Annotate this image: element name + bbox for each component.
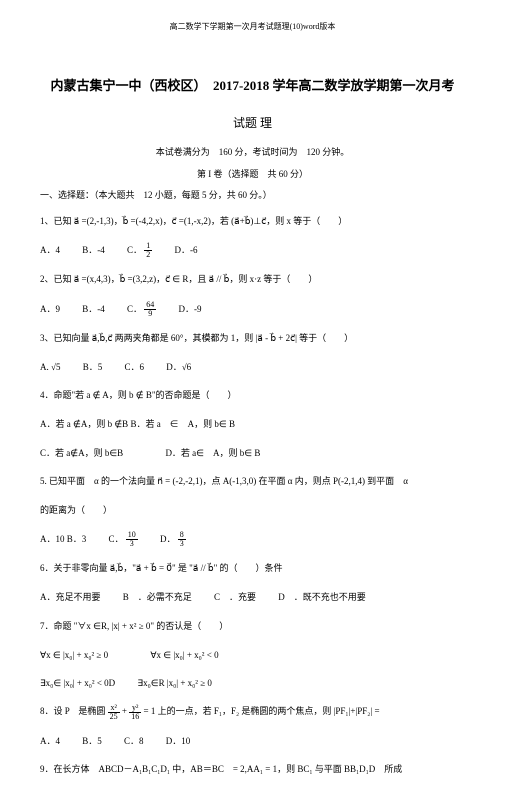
q1-opt-c-pre: C． <box>127 245 142 255</box>
page-header: 高二数学下学期第一次月考试题理(10)word版本 <box>40 20 465 34</box>
question-3: 3、已知向量 a⃗,b⃗,c⃗ 两两夹角都是 60°，其模都为 1，则 |a⃗ … <box>40 330 465 347</box>
q7-opt-d-2: |x₀| + x₀² ≥ 0 <box>167 678 212 688</box>
q3-opt-d: D．√6 <box>166 362 191 372</box>
q8-opt-d: D．10 <box>166 736 191 746</box>
q1-opt-b: B．-4 <box>82 245 105 255</box>
question-5-options: A．10 B．3 C． 103 D． 83 <box>40 531 465 548</box>
q2-opt-b: B．-4 <box>82 304 105 314</box>
q4-opt-d: D．若 a∈ A，则 b∈ B <box>165 448 260 458</box>
q7-opt-c-2: |x₀| + x₀² < 0D <box>63 678 115 688</box>
q2-opt-d: D．-9 <box>179 304 202 314</box>
q4-opt-a: A．若 a ∉A，则 b ∉B <box>40 419 128 429</box>
q7-opt-c-1: ∃x₀∈ <box>40 678 61 688</box>
question-1: 1、已知 a⃗ =(2,-1,3)，b⃗ =(-4,2,x)，c⃗ =(1,-x… <box>40 213 465 230</box>
question-5-line2: 的距离为（ ） <box>40 502 465 519</box>
question-1-options: A．4 B．-4 C． 12 D．-6 <box>40 242 465 259</box>
q5-opt-d-frac: 83 <box>178 531 186 548</box>
main-title: 内蒙古集宁一中（西校区） 2017-2018 学年高二数学放学期第一次月考 <box>40 74 465 97</box>
subtitle: 试题 理 <box>40 113 465 135</box>
question-5-line1: 5. 已知平面 α 的一个法向量 n⃗ = (-2,-2,1)，点 A(-1,3… <box>40 473 465 490</box>
q2-opt-a: A．9 <box>40 304 60 314</box>
q4-opt-b: B．若 a ∈ A，则 b∈ B <box>130 419 235 429</box>
q2-opt-c-pre: C． <box>127 304 142 314</box>
q6-opt-a: A．充足不用要 <box>40 592 101 602</box>
question-7-options-row1: ∀x ∈ |x₀| + x₀² ≥ 0 ∀x ∈ |x₀| + x₀² < 0 <box>40 647 465 663</box>
section-header: 一、选择题：（本大题共 12 小题，每题 5 分，共 60 分。） <box>40 187 465 203</box>
question-2: 2、已知 a⃗ =(x,4,3)，b⃗ =(3,2,z)，c⃗ ∈ R，且 a⃗… <box>40 271 465 288</box>
q8-opt-c: C．8 <box>124 736 144 746</box>
question-8-options: A．4 B．5 C．8 D．10 <box>40 733 465 749</box>
question-7-options-row2: ∃x₀∈ |x₀| + x₀² < 0D ∃x₀∈R |x₀| + x₀² ≥ … <box>40 675 465 691</box>
q6-opt-d: D ．既不充也不用要 <box>278 592 366 602</box>
q3-opt-b: B．5 <box>83 362 103 372</box>
question-4-options-row2: C．若 a∉A，则 b∈B D．若 a∈ A，则 b∈ B <box>40 445 465 461</box>
q3-opt-c: C．6 <box>124 362 144 372</box>
q8-opt-b: B．5 <box>82 736 102 746</box>
question-4: 4．命题"若 a ∉ A，则 b ∉ B"的否命题是（ ） <box>40 387 465 404</box>
question-6: 6．关于非零向量 a⃗,b⃗，"a⃗ + b⃗ = 0⃗" 是 "a⃗ // b… <box>40 560 465 577</box>
q5-opt-a: A．10 <box>40 534 65 544</box>
q7-opt-a-1: ∀x ∈ <box>40 650 61 660</box>
q1-opt-a: A．4 <box>40 245 60 255</box>
question-7: 7．命题 "∀x ∈R, |x| + x² ≥ 0" 的否认是（ ） <box>40 618 465 635</box>
q5-opt-c-frac: 103 <box>126 531 138 548</box>
question-9: 9．在长方体 ABCD－A₁B₁C₁D₁ 中，AB＝BC = 2,AA₁ = 1… <box>40 761 465 778</box>
q2-opt-c-frac: 649 <box>144 301 156 318</box>
q7-opt-b-1: ∀x ∈ <box>150 650 171 660</box>
exam-info-1: 本试卷满分为 160 分，考试时间为 120 分钟。 <box>40 144 465 160</box>
q7-opt-b-2: |x₀| + x₀² < 0 <box>173 650 218 660</box>
q4-opt-c: C．若 a∉A，则 b∈B <box>40 448 123 458</box>
q8-frac2: y²16 <box>129 704 141 721</box>
q1-opt-d: D．-6 <box>175 245 198 255</box>
q8-frac1: x²25 <box>108 704 120 721</box>
q7-opt-d-1: ∃x₀∈R <box>137 678 164 688</box>
q5-opt-c-pre: C． <box>109 534 124 544</box>
q5-opt-b: B．3 <box>67 534 87 544</box>
q6-opt-b: B ．必需不充足 <box>123 592 192 602</box>
q5-opt-d-pre: D． <box>160 534 176 544</box>
q1-opt-c-frac: 12 <box>144 242 152 259</box>
question-2-options: A．9 B．-4 C． 649 D．-9 <box>40 301 465 318</box>
question-6-options: A．充足不用要 B ．必需不充足 C ．充要 D ．既不充也不用要 <box>40 589 465 605</box>
question-3-options: A. √5 B．5 C．6 D．√6 <box>40 359 465 375</box>
exam-info-2: 第 I 卷（选择题 共 60 分） <box>40 166 465 182</box>
q3-opt-a: A. √5 <box>40 362 60 372</box>
question-4-options-row1: A．若 a ∉A，则 b ∉B B．若 a ∈ A，则 b∈ B <box>40 416 465 432</box>
q6-opt-c: C ．充要 <box>214 592 256 602</box>
question-8: 8．设 P 是椭圆 x²25 + y²16 = 1 上的一点，若 F₁，F₂ 是… <box>40 703 465 720</box>
q7-opt-a-2: |x₀| + x₀² ≥ 0 <box>63 650 108 660</box>
q8-opt-a: A．4 <box>40 736 60 746</box>
